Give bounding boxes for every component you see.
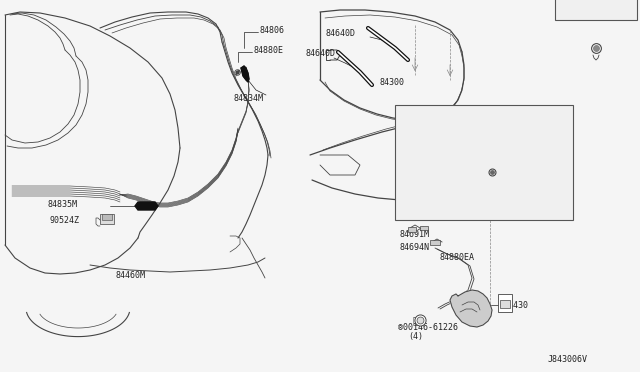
Text: 84807: 84807	[510, 166, 535, 174]
Text: J843006V: J843006V	[548, 356, 588, 365]
Bar	[555, 0, 637, 20]
Bar	[500, 300, 510, 308]
Text: ®00146-61226: ®00146-61226	[398, 324, 458, 333]
Bar	[430, 240, 440, 245]
Text: 84834M: 84834M	[234, 93, 264, 103]
Bar	[498, 294, 512, 312]
Text: 84430: 84430	[504, 301, 529, 310]
Text: Ⓡ: Ⓡ	[412, 315, 418, 325]
Text: 84880EA: 84880EA	[440, 253, 475, 263]
Bar	[395, 105, 573, 220]
Text: 84640D: 84640D	[325, 29, 355, 38]
Polygon shape	[241, 66, 249, 82]
Bar	[408, 227, 416, 232]
Polygon shape	[135, 202, 158, 210]
Text: 84640D: 84640D	[306, 48, 336, 58]
Text: 90524Z: 90524Z	[50, 215, 80, 224]
Text: 84514: 84514	[454, 304, 479, 312]
Polygon shape	[450, 290, 492, 327]
Text: 84460M: 84460M	[115, 270, 145, 279]
Text: (4): (4)	[408, 331, 423, 340]
Text: 84691M: 84691M	[400, 230, 430, 238]
Bar	[102, 214, 112, 220]
Text: 84880E: 84880E	[253, 45, 283, 55]
Text: 84430AA: 84430AA	[560, 13, 595, 22]
Text: 84694N: 84694N	[400, 244, 430, 253]
Text: 84835M: 84835M	[48, 199, 78, 208]
Bar	[420, 226, 428, 230]
Text: 84806: 84806	[260, 26, 285, 35]
Bar	[100, 214, 114, 224]
Text: 84300: 84300	[380, 77, 405, 87]
